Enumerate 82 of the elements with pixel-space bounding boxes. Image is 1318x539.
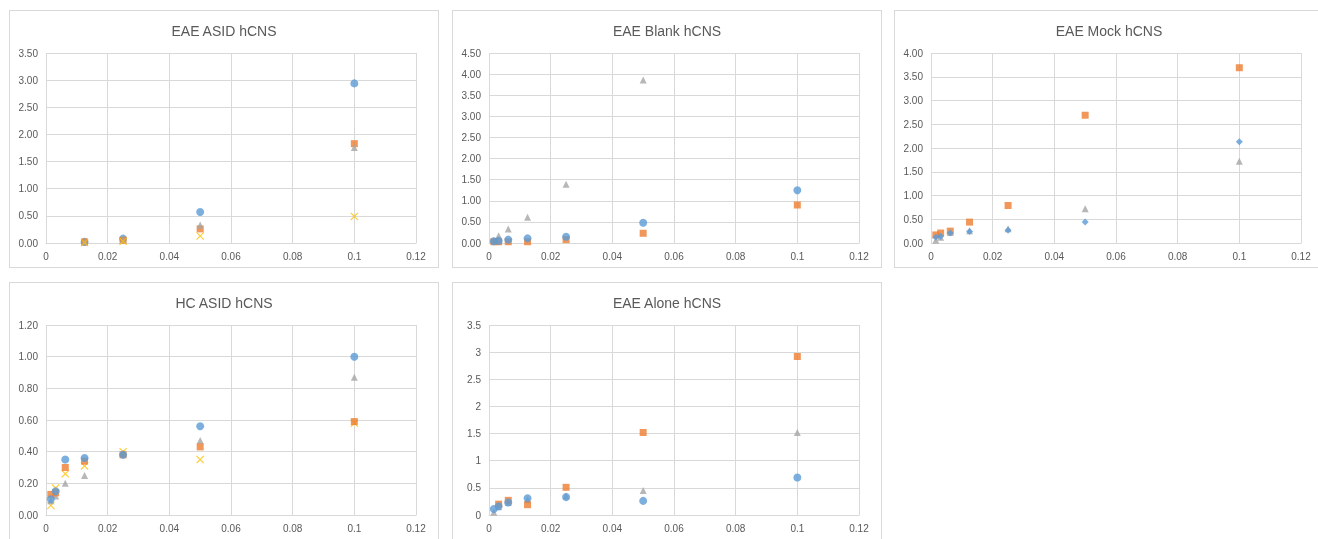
x-tick-label: 0.02 <box>97 250 118 262</box>
x-tick-label: 0.06 <box>221 250 242 262</box>
x-tick-label: 0.06 <box>664 250 685 262</box>
y-tick-label: 1.5 <box>467 428 482 440</box>
x-tick-label: 0.04 <box>602 250 623 262</box>
y-tick-label: 4.50 <box>461 47 482 59</box>
y-tick-label: 0.00 <box>461 237 482 249</box>
y-tick-label: 1.00 <box>18 183 39 195</box>
y-tick-label: 3.5 <box>467 319 482 331</box>
y-tick-label: 0.00 <box>18 237 39 249</box>
y-tick-label: 0.60 <box>18 414 39 426</box>
y-tick-label: 1.20 <box>18 319 39 331</box>
x-tick-label: 0 <box>928 250 935 262</box>
x-tick-label: 0.08 <box>282 250 303 262</box>
y-tick-label: 2.50 <box>461 131 482 143</box>
y-tick-label: 3.50 <box>18 47 39 59</box>
x-tick-label: 0.02 <box>540 250 561 262</box>
chart-title: HC ASID hCNS <box>175 295 273 311</box>
y-tick-label: 3.50 <box>461 89 482 101</box>
y-tick-label: 0.00 <box>903 237 924 249</box>
y-tick-label: 0.50 <box>903 213 924 225</box>
y-tick-label: 3 <box>475 346 482 358</box>
x-tick-label: 0.04 <box>159 250 180 262</box>
x-tick-label: 0.08 <box>725 522 746 534</box>
y-tick-label: 3.00 <box>461 110 482 122</box>
x-tick-label: 0 <box>486 250 493 262</box>
x-tick-label: 0.12 <box>1291 250 1312 262</box>
y-tick-label: 0.40 <box>18 446 39 458</box>
x-tick-label: 0.12 <box>849 250 870 262</box>
y-tick-label: 3.00 <box>903 95 924 106</box>
x-tick-label: 0.1 <box>790 522 805 534</box>
y-tick-label: 3.50 <box>903 71 924 83</box>
x-tick-label: 0.1 <box>1232 250 1247 262</box>
x-tick-label: 0 <box>43 250 50 262</box>
y-tick-label: 2.50 <box>18 101 39 113</box>
x-tick-label: 0.02 <box>97 522 118 534</box>
x-tick-label: 0.12 <box>849 522 870 534</box>
x-tick-label: 0.04 <box>602 522 623 534</box>
y-tick-label: 0 <box>475 509 482 521</box>
y-tick-label: 1.00 <box>903 190 924 201</box>
x-tick-label: 0.02 <box>540 522 561 534</box>
y-tick-label: 4.00 <box>461 68 482 80</box>
y-tick-label: 1.50 <box>18 156 39 168</box>
chart-title: EAE Alone hCNS <box>612 295 722 311</box>
y-tick-label: 1.00 <box>461 195 482 207</box>
x-tick-label: 0.1 <box>347 250 362 262</box>
y-tick-label: 2.00 <box>18 128 39 140</box>
y-tick-label: 0.5 <box>467 482 482 494</box>
x-tick-label: 0.08 <box>725 250 746 262</box>
y-tick-label: 3.00 <box>18 74 39 86</box>
x-tick-label: 0.06 <box>221 522 242 534</box>
x-tick-label: 0 <box>486 522 493 534</box>
y-tick-label: 2.5 <box>467 373 482 385</box>
y-tick-label: 2.50 <box>903 118 924 130</box>
chart-title: EAE Blank hCNS <box>612 23 722 39</box>
y-tick-label: 4.00 <box>903 47 924 59</box>
y-tick-label: 1 <box>475 455 482 467</box>
x-tick-label: 0.1 <box>347 522 362 534</box>
y-tick-label: 0.50 <box>18 210 39 222</box>
y-tick-label: 0.50 <box>461 216 482 228</box>
y-tick-label: 2.00 <box>903 142 924 154</box>
y-tick-label: 1.00 <box>18 351 39 363</box>
x-tick-label: 0.1 <box>790 250 805 262</box>
x-tick-label: 0.02 <box>982 250 1003 262</box>
x-tick-label: 0.12 <box>406 522 427 534</box>
y-tick-label: 2.00 <box>461 153 482 165</box>
chart-title: EAE Mock hCNS <box>1055 23 1163 39</box>
x-tick-label: 0.08 <box>282 522 303 534</box>
x-tick-label: 0.06 <box>1106 250 1127 262</box>
y-tick-label: 1.50 <box>461 174 482 186</box>
y-tick-label: 1.50 <box>903 166 924 178</box>
x-tick-label: 0.08 <box>1167 250 1188 262</box>
x-tick-label: 0.12 <box>406 250 427 262</box>
y-tick-label: 0.00 <box>18 509 39 521</box>
chart-title: EAE ASID hCNS <box>171 23 277 39</box>
x-tick-label: 0 <box>43 522 50 534</box>
y-tick-label: 0.80 <box>18 382 39 394</box>
y-tick-label: 0.20 <box>18 477 39 489</box>
y-tick-label: 2 <box>475 400 482 412</box>
x-tick-label: 0.06 <box>664 522 685 534</box>
x-tick-label: 0.04 <box>1044 250 1065 262</box>
x-tick-label: 0.04 <box>159 522 180 534</box>
